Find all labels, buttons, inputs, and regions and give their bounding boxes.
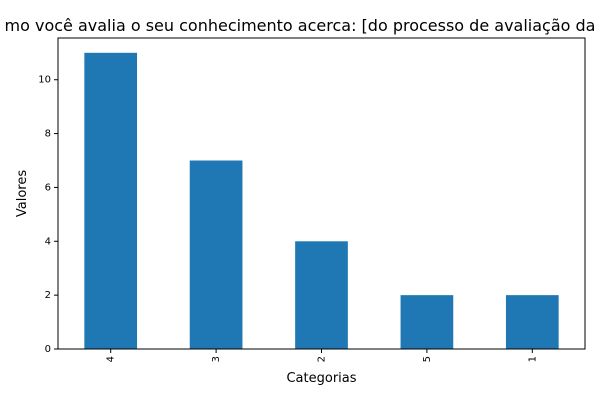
y-tick-label: 2	[45, 290, 51, 301]
bar-2	[295, 241, 348, 349]
x-tick-label: 3	[211, 356, 222, 362]
y-axis: 0 2 4 6 8 10	[38, 75, 58, 355]
bar-4	[84, 52, 138, 350]
bar-5	[400, 295, 454, 349]
y-tick-label: 10	[38, 75, 51, 86]
y-tick-label: 8	[45, 129, 51, 140]
x-tick-label: 1	[527, 356, 538, 362]
y-tick-label: 0	[45, 344, 51, 355]
bar-1	[505, 295, 559, 349]
bars-group	[84, 52, 559, 350]
x-tick-label: 4	[106, 356, 117, 362]
x-axis-label: Categorias	[286, 371, 356, 386]
y-tick-label: 4	[45, 236, 51, 247]
x-axis: 4 3 2 5 1	[106, 349, 538, 362]
chart-title: mo você avalia o seu conhecimento acerca…	[5, 16, 596, 35]
bar-3	[189, 160, 243, 349]
y-tick-label: 6	[45, 182, 51, 193]
y-axis-label: Valores	[15, 170, 30, 217]
x-tick-label: 5	[422, 356, 433, 362]
x-tick-label: 2	[317, 356, 328, 362]
